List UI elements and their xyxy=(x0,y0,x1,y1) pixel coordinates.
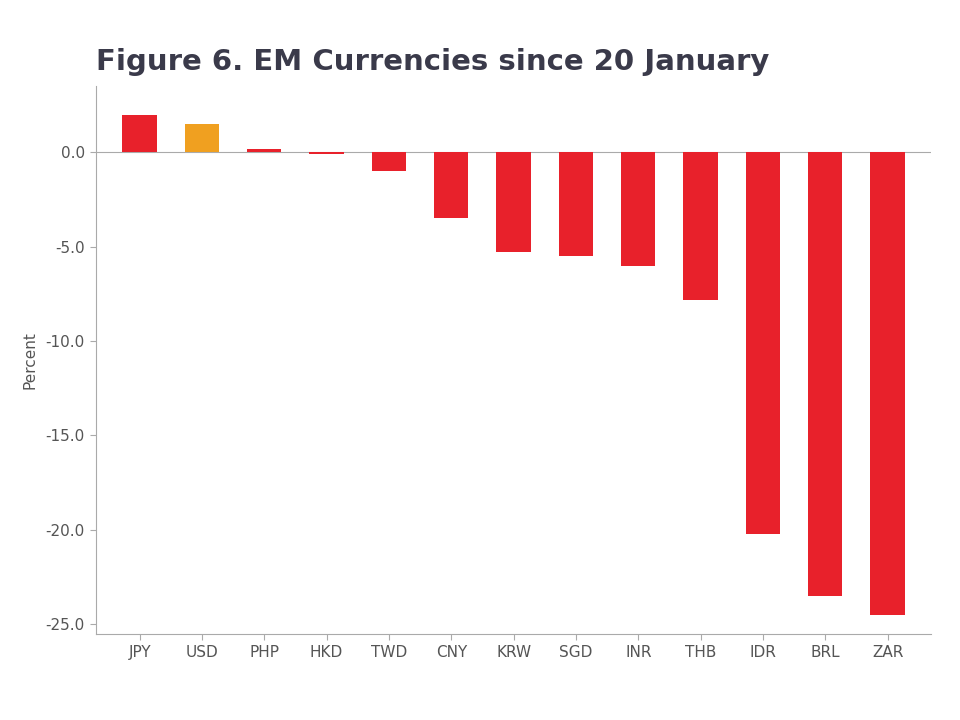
Bar xyxy=(434,153,468,218)
Bar xyxy=(871,153,904,615)
Bar xyxy=(185,124,219,153)
Bar xyxy=(123,114,156,153)
Bar xyxy=(746,153,780,534)
Bar xyxy=(684,153,718,300)
Bar xyxy=(247,148,281,153)
Y-axis label: Percent: Percent xyxy=(22,331,37,389)
Bar xyxy=(496,153,531,253)
Bar xyxy=(309,153,344,154)
Bar xyxy=(372,153,406,171)
Text: Figure 6. EM Currencies since 20 January: Figure 6. EM Currencies since 20 January xyxy=(96,48,769,76)
Bar xyxy=(621,153,656,266)
Bar xyxy=(808,153,842,596)
Bar xyxy=(559,153,593,256)
